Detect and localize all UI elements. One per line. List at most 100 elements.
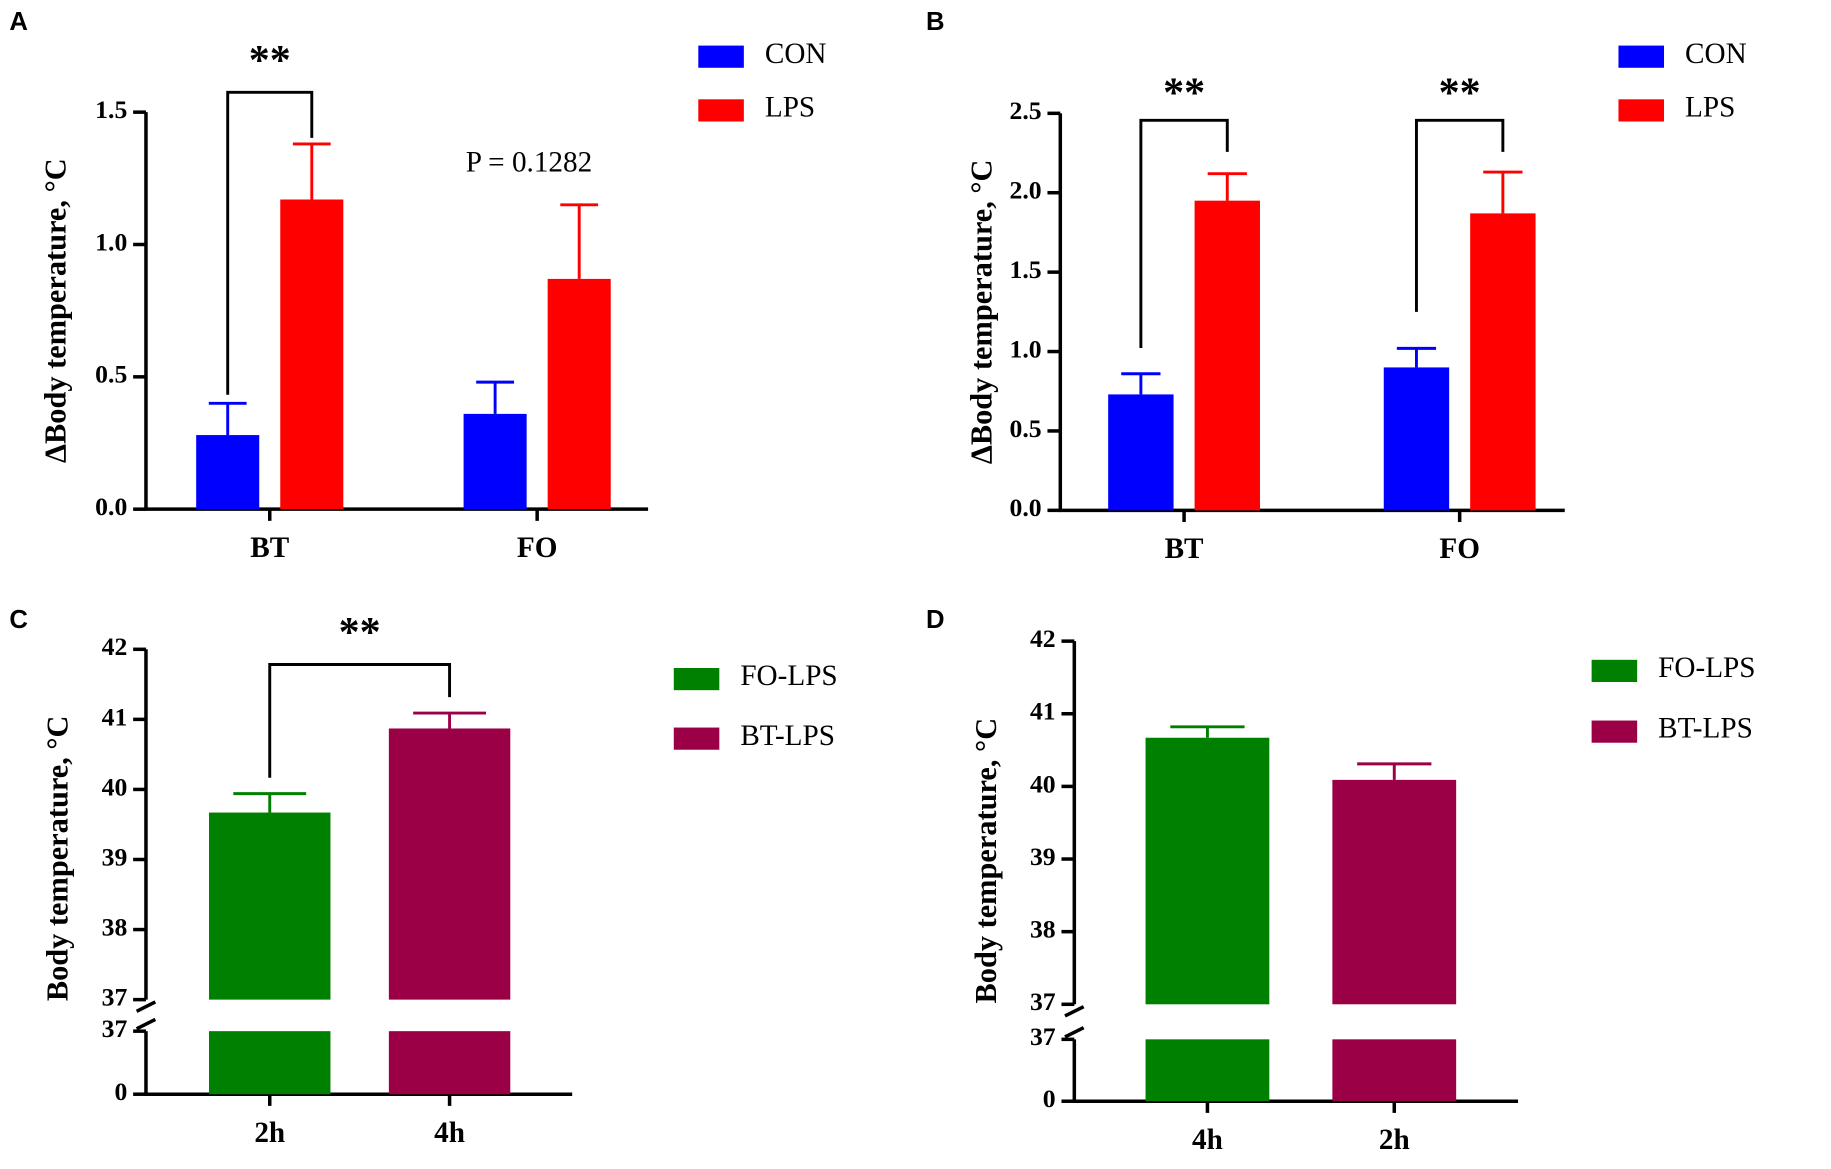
y-tick-label: 42 bbox=[1030, 624, 1056, 653]
error-bar bbox=[476, 380, 515, 414]
y-tick-label: 0.5 bbox=[95, 360, 127, 389]
bar bbox=[1332, 1039, 1457, 1102]
significance-bracket bbox=[1414, 118, 1505, 312]
y-tick-label: 38 bbox=[102, 912, 128, 941]
axis-break bbox=[135, 1000, 157, 1013]
annotation: P = 0.1282 bbox=[466, 146, 592, 178]
bar bbox=[209, 1031, 331, 1095]
bar bbox=[1145, 1039, 1270, 1102]
bar bbox=[1332, 779, 1457, 1005]
x-tick-label: BT bbox=[250, 532, 289, 564]
y-tick-label: 40 bbox=[102, 772, 128, 801]
y-tick-label: 38 bbox=[1030, 915, 1056, 944]
error-bar bbox=[1396, 346, 1437, 368]
bar bbox=[388, 728, 511, 1000]
bar bbox=[196, 435, 260, 510]
bar bbox=[1108, 394, 1174, 511]
panel-label: B bbox=[926, 8, 945, 36]
error-bar bbox=[233, 792, 307, 813]
panel: A ΔBody temperature, °C 0.0 0.5 1.0 1.5 BT FO CO… bbox=[9, 8, 826, 564]
bar bbox=[388, 1031, 511, 1095]
y-tick-label: 39 bbox=[102, 842, 128, 871]
y-tick-label: 1.0 bbox=[95, 227, 127, 256]
y-tick-label: 0.0 bbox=[1010, 493, 1042, 522]
bar bbox=[547, 278, 611, 510]
bar bbox=[209, 812, 331, 1000]
bar bbox=[1470, 213, 1536, 511]
annotation: ** bbox=[1163, 71, 1205, 117]
legend-swatch bbox=[1618, 99, 1665, 122]
y-axis-label: ΔBody temperature, °C bbox=[964, 160, 998, 465]
y-tick-label: 41 bbox=[1030, 697, 1056, 726]
legend-swatch bbox=[1618, 45, 1665, 68]
bar bbox=[280, 199, 344, 510]
legend-swatch bbox=[673, 667, 720, 691]
legend-swatch bbox=[1591, 659, 1638, 683]
legend-label: BT-LPS bbox=[740, 720, 835, 752]
y-tick-label: 2.0 bbox=[1010, 176, 1042, 205]
y-tick-label: 41 bbox=[102, 702, 128, 731]
panel-label: D bbox=[926, 606, 945, 634]
error-bar bbox=[560, 203, 599, 279]
bar bbox=[463, 413, 527, 510]
y-axis-label: ΔBody temperature, °C bbox=[38, 158, 72, 463]
y-tick-label: 42 bbox=[102, 632, 128, 661]
panel-label: A bbox=[9, 8, 28, 36]
significance-bracket bbox=[1139, 118, 1229, 349]
panel: B ΔBody temperature, °C 0.0 0.5 1.0 1.5 2.0 2.5… bbox=[926, 8, 1747, 565]
bar bbox=[1383, 367, 1450, 511]
y-tick-label: 1.5 bbox=[95, 95, 127, 124]
x-tick-label: FO bbox=[1439, 533, 1480, 565]
y-tick-label: 1.0 bbox=[1010, 334, 1042, 363]
annotation: ** bbox=[1439, 71, 1481, 117]
legend-swatch bbox=[698, 45, 744, 68]
y-tick-label: 37 bbox=[102, 1014, 128, 1043]
y-tick-label: 0 bbox=[114, 1077, 127, 1106]
error-bar bbox=[1121, 372, 1161, 395]
error-bar bbox=[208, 401, 247, 436]
x-tick-label: 4h bbox=[1192, 1124, 1223, 1156]
panel: C Body temperature, °C 37 38 39 40 41 42 0 37 2h 4h… bbox=[9, 606, 837, 1149]
y-tick-label: 0 bbox=[1043, 1084, 1056, 1113]
x-tick-label: FO bbox=[517, 532, 558, 564]
legend-label: LPS bbox=[1685, 92, 1735, 124]
x-tick-label: BT bbox=[1165, 533, 1204, 565]
legend-label: LPS bbox=[765, 92, 815, 124]
legend-label: FO-LPS bbox=[740, 660, 837, 692]
y-tick-label: 39 bbox=[1030, 842, 1056, 871]
y-tick-label: 40 bbox=[1030, 769, 1056, 798]
x-tick-label: 2h bbox=[1379, 1124, 1410, 1156]
error-bar bbox=[413, 711, 487, 729]
x-tick-label: 2h bbox=[254, 1117, 285, 1149]
annotation: ** bbox=[339, 610, 381, 656]
panel-label: C bbox=[9, 606, 28, 634]
significance-bracket bbox=[268, 663, 452, 778]
error-bar bbox=[1357, 762, 1432, 780]
legend-label: CON bbox=[765, 38, 827, 70]
legend-swatch bbox=[1591, 720, 1638, 743]
y-tick-label: 37 bbox=[1030, 987, 1056, 1016]
y-tick-label: 37 bbox=[1030, 1022, 1056, 1051]
legend-label: CON bbox=[1685, 38, 1747, 70]
annotation: ** bbox=[249, 38, 291, 84]
axis-break bbox=[1064, 1026, 1085, 1039]
panel: D Body temperature, °C 37 38 39 40 41 42 0 37 4h 2h… bbox=[926, 606, 1755, 1156]
y-tick-label: 0.0 bbox=[95, 492, 127, 521]
legend-swatch bbox=[698, 99, 744, 122]
axis-break bbox=[1064, 1005, 1085, 1018]
error-bar bbox=[1483, 170, 1523, 214]
error-bar bbox=[1170, 725, 1245, 738]
y-axis-label: Body temperature, °C bbox=[41, 716, 75, 1002]
y-axis-label: Body temperature, °C bbox=[969, 718, 1003, 1004]
axis-break bbox=[135, 1017, 157, 1031]
significance-bracket bbox=[226, 90, 314, 395]
x-tick-label: 4h bbox=[434, 1117, 465, 1149]
bar bbox=[1145, 737, 1270, 1005]
y-tick-label: 2.5 bbox=[1010, 96, 1042, 125]
legend-swatch bbox=[673, 727, 720, 750]
bar bbox=[1194, 200, 1260, 511]
error-bar bbox=[292, 142, 331, 200]
error-bar bbox=[1207, 172, 1247, 201]
